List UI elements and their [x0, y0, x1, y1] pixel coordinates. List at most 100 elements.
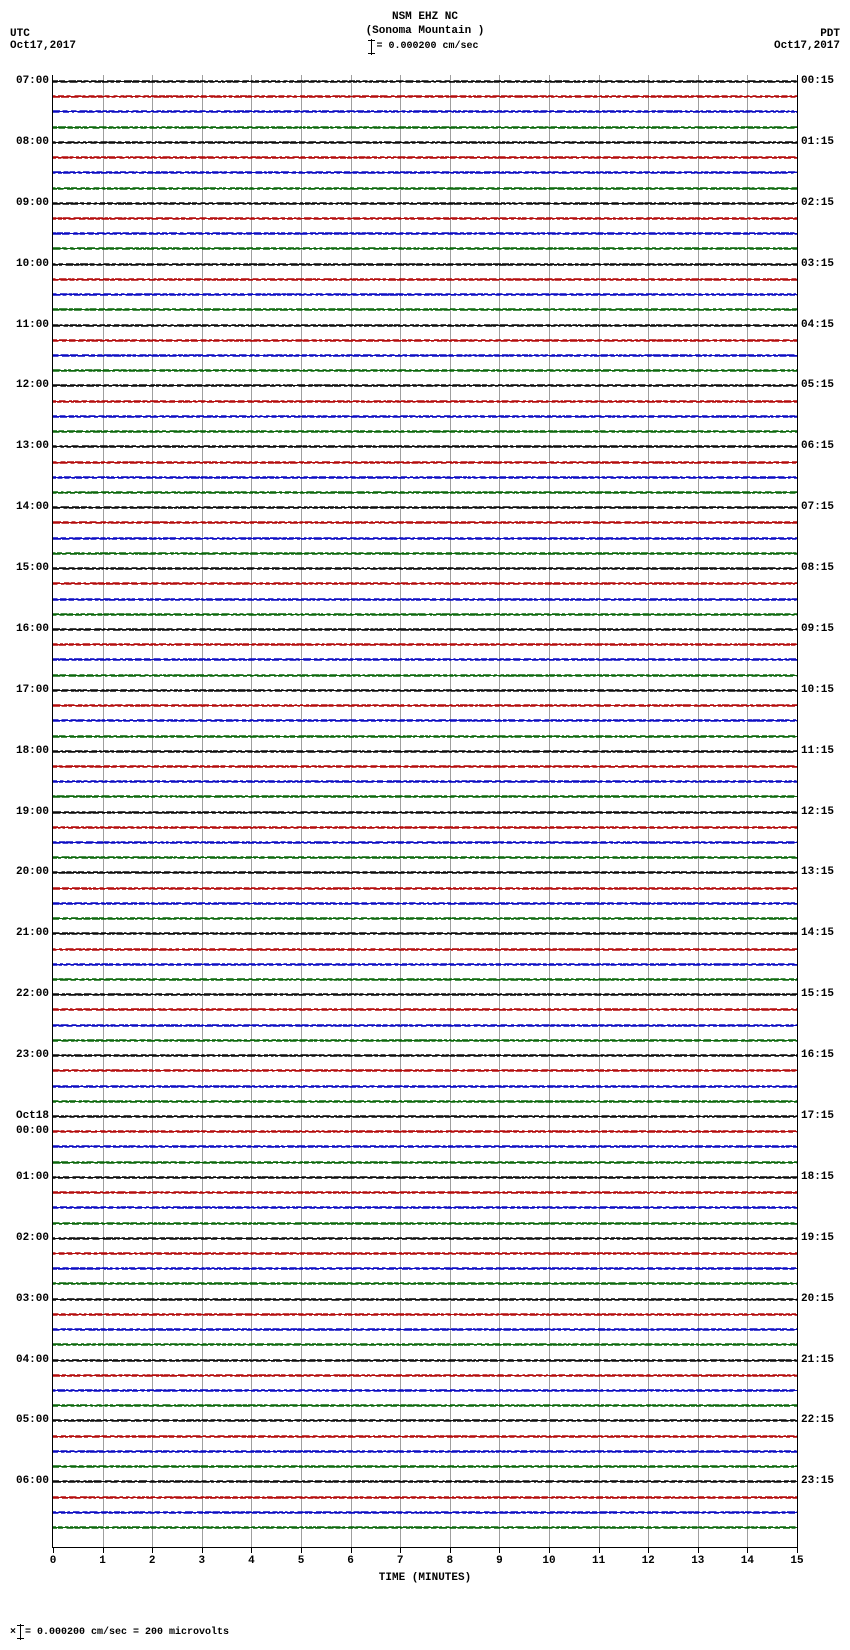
seismic-trace-noise: [53, 1313, 797, 1314]
pdt-time-label: 17:15: [797, 1110, 834, 1122]
seismic-trace-noise: [53, 521, 797, 522]
seismic-trace-noise: [53, 826, 797, 827]
pdt-time-label: 20:15: [797, 1293, 834, 1305]
seismic-trace-noise: [53, 630, 797, 631]
x-tick-label: 11: [592, 1555, 605, 1567]
pdt-time-label: 07:15: [797, 501, 834, 513]
seismic-trace-noise: [53, 735, 797, 736]
seismic-trace-noise: [53, 1224, 797, 1225]
seismic-trace-noise: [53, 1024, 797, 1025]
seismic-trace-noise: [53, 871, 797, 872]
seismic-trace-noise: [53, 567, 797, 568]
seismic-trace-noise: [53, 1041, 797, 1042]
seismic-trace-noise: [53, 569, 797, 570]
seismogram-plot: 012345678910111213141507:0000:1508:0001:…: [52, 75, 798, 1548]
tz-right-label: PDT: [774, 28, 840, 40]
utc-time-label: 07:00: [16, 75, 53, 87]
seismic-trace-noise: [53, 1437, 797, 1438]
utc-time-label: 01:00: [16, 1171, 53, 1183]
seismic-trace-noise: [53, 1069, 797, 1070]
seismic-trace-noise: [53, 767, 797, 768]
seismic-trace-noise: [53, 324, 797, 325]
seismic-trace-noise: [53, 354, 797, 355]
pdt-time-label: 06:15: [797, 440, 834, 452]
pdt-time-label: 11:15: [797, 745, 834, 757]
seismic-trace-noise: [53, 704, 797, 705]
seismic-trace-noise: [53, 1450, 797, 1451]
utc-time-label: 09:00: [16, 197, 53, 209]
seismic-trace-noise: [53, 430, 797, 431]
seismic-trace-noise: [53, 445, 797, 446]
seismic-trace-noise: [53, 1435, 797, 1436]
seismic-trace-noise: [53, 1452, 797, 1453]
x-tick: [351, 1547, 352, 1553]
seismic-trace-noise: [53, 95, 797, 96]
seismic-trace-noise: [53, 232, 797, 233]
x-tick-label: 9: [496, 1555, 503, 1567]
seismic-trace-noise: [53, 158, 797, 159]
utc-time-label: 22:00: [16, 988, 53, 1000]
seismic-trace-noise: [53, 980, 797, 981]
utc-time-label: 02:00: [16, 1232, 53, 1244]
seismic-trace-noise: [53, 156, 797, 157]
seismic-trace-noise: [53, 1056, 797, 1057]
seismic-trace-noise: [53, 369, 797, 370]
x-tick: [202, 1547, 203, 1553]
pdt-time-label: 16:15: [797, 1049, 834, 1061]
seismic-trace-noise: [53, 887, 797, 888]
seismic-trace-noise: [53, 676, 797, 677]
seismic-trace-noise: [53, 1010, 797, 1011]
seismic-trace-noise: [53, 128, 797, 129]
x-tick-label: 5: [298, 1555, 305, 1567]
seismic-trace-noise: [53, 523, 797, 524]
pdt-time-label: 14:15: [797, 927, 834, 939]
utc-time-label: 21:00: [16, 927, 53, 939]
seismic-trace-noise: [53, 1222, 797, 1223]
x-tick: [549, 1547, 550, 1553]
seismic-trace-noise: [53, 293, 797, 294]
utc-time-label: 18:00: [16, 745, 53, 757]
seismic-trace-noise: [53, 417, 797, 418]
pdt-time-label: 09:15: [797, 623, 834, 635]
seismic-trace-noise: [53, 1421, 797, 1422]
seismic-trace-noise: [53, 447, 797, 448]
seismic-trace-noise: [53, 219, 797, 220]
seismic-trace-noise: [53, 765, 797, 766]
seismic-trace-noise: [53, 1359, 797, 1360]
seismic-trace-noise: [53, 752, 797, 753]
seismic-trace-noise: [53, 82, 797, 83]
pdt-time-label: 22:15: [797, 1414, 834, 1426]
seismic-trace-noise: [53, 1071, 797, 1072]
seismic-trace-noise: [53, 889, 797, 890]
seismic-trace-noise: [53, 432, 797, 433]
seismic-trace-noise: [53, 1100, 797, 1101]
station-title: NSM EHZ NC: [10, 10, 840, 24]
seismic-trace-noise: [53, 843, 797, 844]
x-tick-label: 0: [50, 1555, 57, 1567]
seismic-trace-noise: [53, 1282, 797, 1283]
seismic-trace-noise: [53, 189, 797, 190]
seismic-trace-noise: [53, 187, 797, 188]
utc-time-label: 13:00: [16, 440, 53, 452]
utc-time-label: 00:00: [16, 1125, 53, 1137]
footer-text: = 0.000200 cm/sec = 200 microvolts: [25, 1627, 229, 1638]
x-tick: [797, 1547, 798, 1553]
seismic-trace-noise: [53, 1328, 797, 1329]
plot-wrap: 012345678910111213141507:0000:1508:0001:…: [52, 75, 798, 1584]
utc-time-label: 11:00: [16, 319, 53, 331]
seismic-trace-noise: [53, 356, 797, 357]
seismic-trace-noise: [53, 1163, 797, 1164]
seismic-trace-noise: [53, 828, 797, 829]
scale-bar-icon: [20, 1624, 21, 1640]
seismic-trace-noise: [53, 1145, 797, 1146]
pdt-time-label: 01:15: [797, 136, 834, 148]
seismic-trace-noise: [53, 934, 797, 935]
seismic-trace-noise: [53, 171, 797, 172]
seismic-trace-noise: [53, 1480, 797, 1481]
seismic-trace-noise: [53, 811, 797, 812]
seismic-trace-noise: [53, 204, 797, 205]
x-tick: [698, 1547, 699, 1553]
seismic-trace-noise: [53, 202, 797, 203]
seismic-trace-noise: [53, 598, 797, 599]
seismic-trace-noise: [53, 384, 797, 385]
